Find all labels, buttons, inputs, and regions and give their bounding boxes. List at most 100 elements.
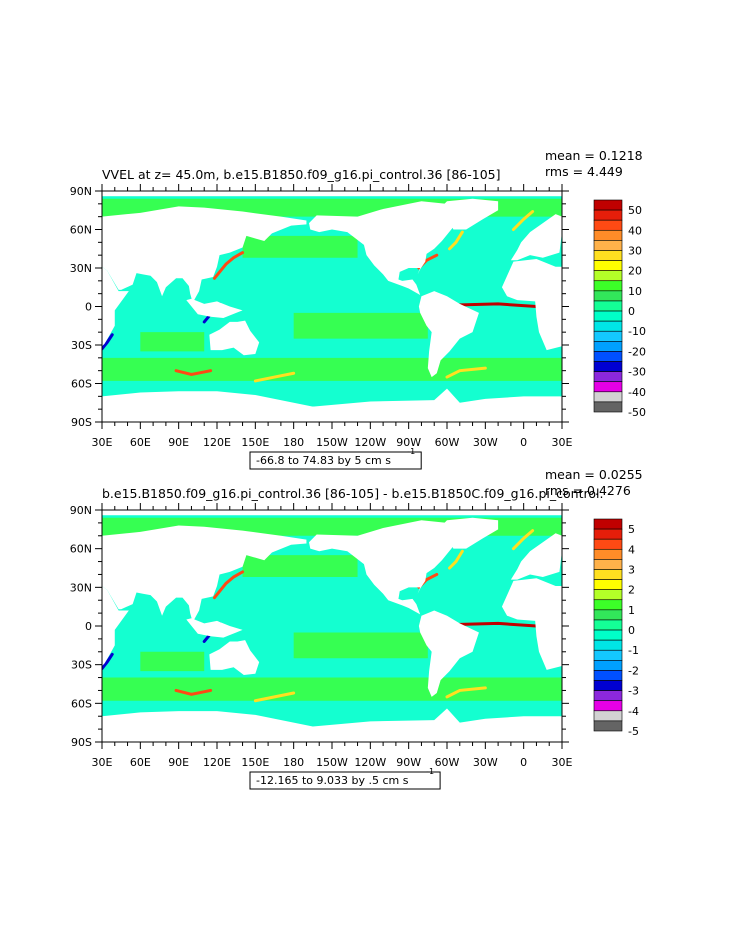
colorbar-label: 20 [628, 265, 642, 278]
velocity-hotspot [212, 251, 245, 280]
y-tick-label: 30S [71, 659, 92, 672]
colorbar-swatch [593, 559, 623, 570]
land-mask [102, 708, 562, 742]
x-tick-label: 90W [396, 436, 421, 449]
colorbar-label: -50 [628, 406, 646, 419]
colorbar-swatch [593, 579, 623, 590]
velocity-hotspot [253, 371, 296, 383]
x-tick-label: 0 [520, 756, 527, 769]
colorbar-label: 1 [628, 604, 635, 617]
colorbar-swatch [593, 599, 623, 611]
rms-label: rms = 4.449 [545, 164, 623, 179]
x-tick-label: 90E [168, 436, 189, 449]
colorbar-swatch [593, 710, 623, 722]
x-tick-label: 150E [241, 756, 269, 769]
velocity-hotspot [448, 230, 464, 251]
colorbar-swatch [593, 209, 623, 221]
y-tick-label: 60S [71, 378, 92, 391]
x-tick-label: 30E [552, 436, 573, 449]
y-tick-label: 30N [70, 262, 92, 275]
colorbar-swatch [593, 538, 623, 550]
colorbar-swatch [593, 290, 623, 302]
range-label: -66.8 to 74.83 by 5 cm s [256, 454, 391, 467]
land-mask [102, 586, 129, 666]
colorbar-swatch [593, 690, 623, 702]
colorbar-label: -40 [628, 386, 646, 399]
x-tick-label: 150W [316, 756, 348, 769]
colorbar-label: 10 [628, 285, 642, 298]
velocity-hotspot [174, 688, 213, 696]
y-tick-label: 60N [70, 543, 92, 556]
colorbar-swatch [593, 330, 623, 342]
land-mask [102, 266, 129, 347]
colorbar-label: 5 [628, 523, 635, 536]
land-mask [309, 201, 454, 295]
velocity-hotspot [511, 210, 535, 231]
x-tick-label: 30W [473, 756, 498, 769]
land-mask [418, 291, 479, 378]
chart-title: b.e15.B1850.f09_g16.pi_control.36 [86-10… [102, 486, 603, 501]
colorbar-label: -2 [628, 664, 639, 677]
x-tick-label: 120W [354, 756, 386, 769]
range-label-frame [249, 771, 441, 790]
colorbar-swatch [593, 341, 623, 352]
colorbar-swatch [593, 609, 623, 621]
range-label: -12.165 to 9.033 by .5 cm s [256, 774, 409, 787]
map-field [102, 510, 562, 742]
colorbar-swatch [593, 660, 623, 671]
colorbar-swatch [593, 401, 623, 413]
colorbar-swatch [593, 639, 623, 651]
colorbar-label: -5 [628, 725, 639, 738]
colorbar-label: 4 [628, 543, 635, 556]
land-mask [102, 525, 307, 623]
x-tick-label: 30W [473, 436, 498, 449]
x-tick-label: 150W [316, 436, 348, 449]
colorbar-swatch [593, 619, 623, 631]
colorbar: 50 40 30 20 10 0 -10 -20 -30 -40 -50 [593, 199, 646, 419]
colorbar-label: 30 [628, 244, 642, 257]
colorbar-swatch [593, 240, 623, 251]
positive-velocity-zone [293, 632, 428, 659]
land-mask [102, 388, 562, 422]
colorbar: 5 4 3 2 1 0 -1 -2 -3 -4 -5 [593, 518, 639, 738]
colorbar-swatch [593, 361, 623, 372]
positive-velocity-zone [140, 651, 205, 672]
x-tick-label: 60W [435, 756, 460, 769]
colorbar-label: 2 [628, 584, 635, 597]
colorbar-swatch [593, 320, 623, 332]
x-tick-label: 120W [354, 436, 386, 449]
colorbar-label: 3 [628, 563, 635, 576]
x-tick-label: 30E [92, 756, 113, 769]
velocity-hotspot [102, 333, 114, 351]
velocity-hotspot [253, 691, 296, 703]
positive-velocity-zone [242, 555, 358, 578]
x-tick-label: 180 [283, 436, 304, 449]
colorbar-label: -1 [628, 644, 639, 657]
colorbar-swatch [593, 219, 623, 231]
y-tick-label: 0 [85, 620, 92, 633]
velocity-hotspot [445, 686, 487, 699]
x-tick-label: 0 [520, 436, 527, 449]
x-tick-label: 30E [92, 436, 113, 449]
colorbar-swatch [593, 518, 623, 530]
colorbar-swatch [593, 351, 623, 362]
x-tick-label: 120E [203, 756, 231, 769]
y-tick-label: 90S [71, 736, 92, 749]
colorbar-label: -20 [628, 345, 646, 358]
y-tick-label: 60S [71, 697, 92, 710]
velocity-hotspot [174, 369, 213, 377]
land-mask [102, 206, 307, 303]
x-tick-label: 90W [396, 756, 421, 769]
colorbar-label: -4 [628, 705, 639, 718]
colorbar-swatch [593, 260, 623, 271]
x-tick-label: 60E [130, 756, 151, 769]
x-tick-label: 90E [168, 756, 189, 769]
land-mask [186, 298, 243, 319]
colorbar-swatch [593, 629, 623, 641]
colorbar-swatch [593, 371, 623, 383]
velocity-hotspot [102, 652, 114, 671]
colorbar-label: -3 [628, 685, 639, 698]
x-tick-label: 120E [203, 436, 231, 449]
land-mask [209, 640, 260, 675]
